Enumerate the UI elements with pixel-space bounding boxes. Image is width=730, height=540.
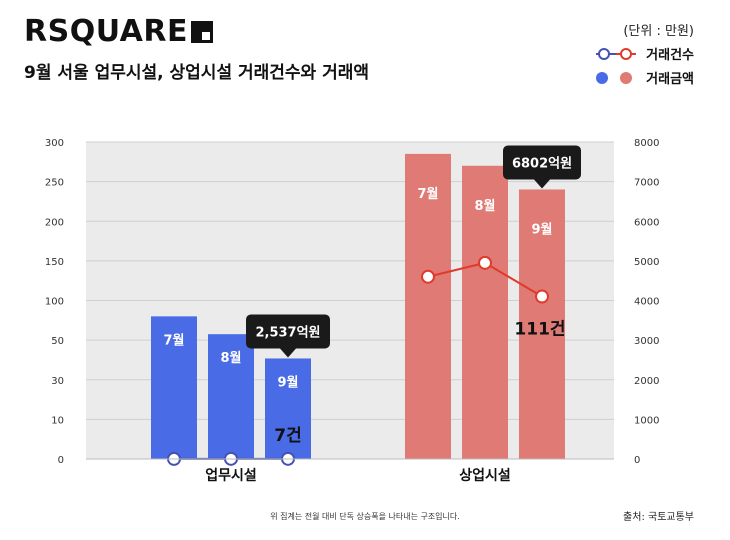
bar <box>208 334 254 459</box>
category-label: 상업시설 <box>459 468 511 484</box>
callout-pointer <box>280 348 296 358</box>
unit-label: (단위 : 만원) <box>623 24 694 39</box>
bar-month-label: 7월 <box>417 186 438 202</box>
count-point <box>421 269 435 284</box>
right-axis-tick: 0 <box>634 455 640 466</box>
line-marker-icon <box>596 47 637 60</box>
count-point <box>535 289 549 304</box>
left-axis-tick: 10 <box>51 415 64 426</box>
right-axis-tick: 1000 <box>634 415 659 426</box>
legend-count: 거래건수 <box>594 44 694 63</box>
category-label: 업무시설 <box>205 468 257 484</box>
retail-dot-icon <box>620 71 633 84</box>
callout-pointer <box>534 179 550 189</box>
bar <box>519 189 565 459</box>
callout-label: 6802억원 <box>512 156 572 171</box>
bar-month-label: 8월 <box>474 198 495 214</box>
count-label: 111건 <box>514 320 565 340</box>
bar-month-label: 9월 <box>531 221 552 237</box>
brand-text: RSQUARE <box>24 14 188 49</box>
callout-box <box>246 314 330 349</box>
brand-mark-icon <box>190 21 213 43</box>
legend-amount-label: 거래금액 <box>646 72 694 87</box>
count-label: 7건 <box>274 426 301 446</box>
left-axis-tick: 100 <box>45 297 64 308</box>
right-axis-tick: 3000 <box>634 336 659 347</box>
right-axis-tick: 7000 <box>634 178 659 189</box>
left-axis-tick: 200 <box>45 217 64 228</box>
callout-box <box>503 145 581 180</box>
office-dot-icon <box>596 71 609 84</box>
brand-logo: RSQUARE <box>24 14 213 49</box>
bar-month-label: 9월 <box>277 374 298 390</box>
right-axis-tick: 8000 <box>634 138 659 149</box>
count-point <box>478 255 492 270</box>
right-axis-tick: 4000 <box>634 297 659 308</box>
callout-label: 2,537억원 <box>255 325 320 340</box>
chart-subtitle: 9월 서울 업무시설, 상업시설 거래건수와 거래액 <box>24 63 370 83</box>
legend-amount: 거래금액 <box>596 68 694 87</box>
bar <box>151 316 197 459</box>
left-axis-tick: 250 <box>45 178 64 189</box>
source-label: 출처: 국토교통부 <box>623 512 694 523</box>
bar-month-label: 8월 <box>220 350 241 366</box>
bar <box>405 153 451 459</box>
legend-count-label: 거래건수 <box>646 48 694 63</box>
left-axis-tick: 150 <box>45 257 64 268</box>
footnote: 위 집계는 전월 대비 단독 상승폭을 나타내는 구조입니다. <box>270 512 460 521</box>
bar <box>462 165 508 459</box>
bar <box>265 358 311 459</box>
right-axis-tick: 5000 <box>634 257 659 268</box>
left-axis-tick: 50 <box>51 336 64 347</box>
left-axis-tick: 30 <box>51 376 64 387</box>
left-axis-tick: 300 <box>45 138 64 149</box>
right-axis-tick: 6000 <box>634 217 659 228</box>
right-axis-tick: 2000 <box>634 376 659 387</box>
bar-month-label: 7월 <box>163 332 184 348</box>
left-axis-tick: 0 <box>58 455 64 466</box>
